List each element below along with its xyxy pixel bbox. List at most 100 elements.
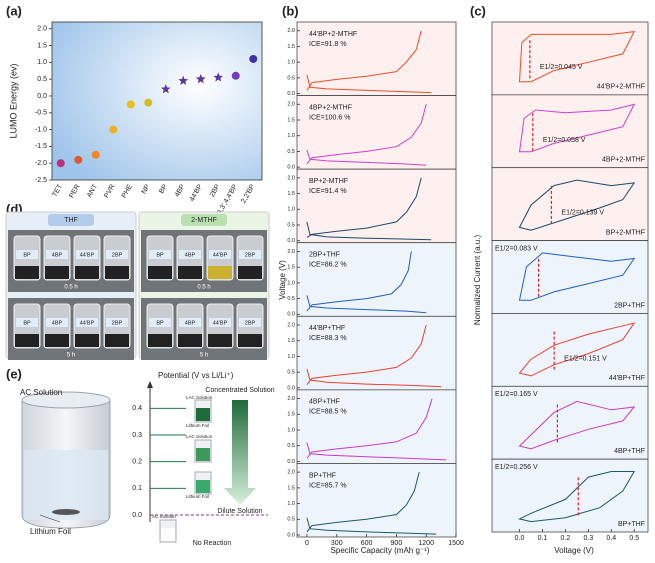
vial-label: 44'BP — [213, 320, 228, 326]
vial-tag — [149, 250, 171, 259]
small-label: Lithium Foil — [186, 494, 209, 499]
discharge-curve — [306, 221, 432, 241]
vial-tag — [46, 250, 68, 259]
y-tick-label: -2.5 — [35, 177, 47, 184]
axis-title: Potential (V vs Li/Li⁺) — [158, 371, 234, 380]
vial-liquid — [238, 334, 262, 347]
y-tick-label: 1.5 — [287, 265, 295, 271]
subplot-background — [296, 389, 457, 464]
lithium-foil — [52, 509, 80, 515]
solvent-tag — [181, 214, 227, 226]
charge-curve — [306, 104, 427, 165]
x-tick-label: 0.4 — [606, 535, 616, 542]
e-half-label: E1/2=0.058 V — [543, 137, 586, 144]
y-tick-label: 0.5 — [287, 75, 295, 81]
subplot-background — [296, 21, 457, 96]
sample-label: BP+THF — [309, 472, 336, 479]
charge-curve — [306, 398, 433, 459]
sample-label: BP+2-MTHF — [309, 178, 348, 185]
y-tick-label: 1.0 — [287, 280, 295, 286]
x-tick-label: 1200 — [418, 540, 434, 547]
vial-label: BP — [156, 252, 164, 258]
sample-label: 4BP+2-MTHF — [309, 104, 352, 111]
discharge-curve — [306, 74, 432, 94]
y-tick-label: 2.0 — [287, 396, 295, 402]
vial-label: 2BP — [112, 320, 123, 326]
cv-loop — [518, 400, 636, 450]
data-star — [176, 73, 190, 87]
e-half-label: E1/2=0.045 V — [540, 64, 583, 71]
vial-label: 4BP — [185, 252, 196, 258]
charge-curve — [306, 324, 427, 386]
y-tick-label: 1.5 — [37, 42, 47, 49]
label: Dilute Solution — [217, 508, 262, 515]
y-tick-label: 0.3 — [132, 432, 142, 439]
x-tick-label: 0 — [305, 540, 309, 547]
data-point — [249, 54, 258, 63]
x-tick-label: 2BP — [209, 183, 222, 198]
cv-loop — [518, 179, 636, 231]
y-tick-label: 0.0 — [287, 385, 295, 391]
solvent-tag — [48, 214, 94, 226]
vial-liquid — [178, 266, 202, 279]
sample-label: 2BP+THF — [614, 302, 645, 309]
data-point — [74, 155, 83, 164]
sample-label: 44'BP+2-MTHF — [597, 84, 645, 91]
ice-label: ICE=100.6 % — [309, 114, 350, 121]
vial-tag — [179, 318, 201, 327]
y-tick-label: 0.5 — [287, 222, 295, 228]
vial-liquid — [148, 266, 172, 279]
y-tick-label: 1.0 — [37, 59, 47, 66]
data-point — [144, 98, 153, 107]
panel-letter: (c) — [470, 3, 486, 18]
x-tick-label: 4BP — [174, 183, 187, 198]
sample-label: 44'BP+THF — [609, 375, 645, 382]
label: Lithium Foil — [30, 527, 71, 536]
charge-curve — [306, 30, 422, 91]
vial-tag — [16, 250, 38, 259]
vial-liquid — [208, 266, 232, 279]
y-tick-label: 2.0 — [287, 102, 295, 108]
time-label: 5 h — [200, 353, 208, 359]
vial-tag — [46, 318, 68, 327]
subplot-background — [491, 167, 649, 241]
vial-liquid — [238, 266, 262, 279]
panel-a-background — [52, 22, 262, 180]
x-tick-label: 0.0 — [515, 535, 525, 542]
vial-label: 44'BP — [80, 252, 95, 258]
y-tick-label: 1.0 — [287, 501, 295, 507]
small-label: LAC Solution — [186, 434, 213, 439]
y-tick-label: 2.0 — [287, 28, 295, 34]
y-tick-label: 1.0 — [287, 60, 295, 66]
small-label: LAC Solution — [186, 395, 213, 400]
panel-letter: (a) — [6, 3, 22, 18]
ice-label: ICE=91.4 % — [309, 188, 347, 195]
x-tick-label: 2,2'BP — [240, 183, 256, 204]
x-tick-label: ANT — [86, 183, 99, 199]
y-tick-label: 1.5 — [287, 338, 295, 344]
solution — [24, 450, 108, 520]
y-tick-label: 0.5 — [287, 370, 295, 376]
data-star — [211, 70, 225, 83]
y-axis-title: Normalized Current (a.u.) — [473, 235, 482, 326]
time-label: 0.5 h — [197, 285, 210, 291]
y-tick-label: 1.5 — [287, 44, 295, 50]
y-tick-label: 2.0 — [287, 175, 295, 181]
x-tick-label: PHE — [121, 183, 134, 199]
solvent-label: 2-MTHF — [191, 217, 217, 224]
vial-label: 4BP — [52, 252, 63, 258]
cv-loop — [518, 252, 636, 301]
x-tick-label: 900 — [391, 540, 403, 547]
time-label: 5 h — [67, 353, 75, 359]
subplot-background — [296, 463, 457, 538]
y-tick-label: 2.0 — [37, 26, 47, 33]
solvent-label: THF — [64, 217, 78, 224]
e-half-label: E1/2=0.151 V — [564, 355, 607, 362]
y-tick-label: 2.0 — [287, 322, 295, 328]
x-axis-title: Specific Capacity (mAh g⁻¹) — [331, 546, 430, 555]
vial-tag — [209, 250, 231, 259]
axis-arrow — [147, 381, 153, 388]
subplot-background — [296, 315, 457, 391]
vial-label: BP — [23, 252, 31, 258]
data-point — [231, 71, 240, 80]
